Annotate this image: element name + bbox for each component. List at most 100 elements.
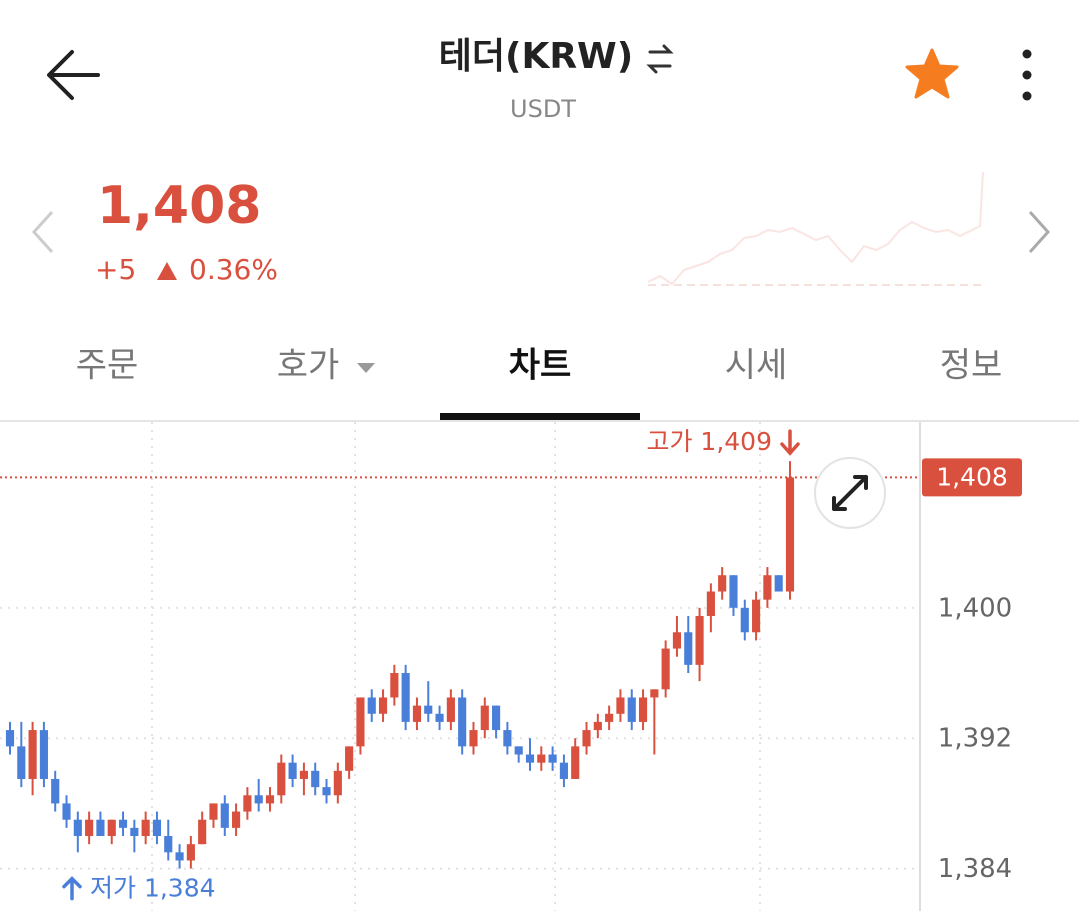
candle-body [412, 705, 422, 722]
high-marker-arrow [780, 429, 800, 456]
low-marker-arrow [62, 876, 82, 901]
next-button[interactable] [1028, 210, 1051, 254]
tab[interactable]: 차트 [509, 346, 572, 386]
tab[interactable]: 시세 [725, 346, 788, 386]
candle-body [401, 673, 410, 722]
back-icon [47, 50, 100, 100]
candle-body [220, 803, 229, 828]
back-button[interactable] [47, 50, 100, 100]
candle-body [232, 811, 241, 828]
candle-body [785, 477, 795, 592]
y-tick-label: 1,392 [938, 724, 1012, 754]
active-tab-underline [440, 413, 640, 420]
candle-body [288, 762, 297, 779]
swap-arrows [646, 44, 674, 74]
candle-body [85, 819, 94, 837]
tab[interactable]: 정보 [940, 346, 1003, 386]
change-rate: 0.36% [189, 253, 278, 286]
sparkline-line [647, 171, 984, 286]
candle-body [141, 819, 150, 837]
last-price-tag [922, 458, 1022, 497]
candle-body [198, 819, 207, 845]
price-change: +5 [95, 253, 136, 286]
candle-body [718, 575, 727, 592]
expand-button[interactable] [814, 457, 886, 529]
candle-body [107, 819, 116, 837]
candle-body [650, 689, 659, 698]
candle-body [525, 754, 535, 763]
candle-body [152, 819, 162, 837]
expand-icon [832, 475, 868, 511]
candle-body [96, 819, 105, 837]
candle-body [469, 730, 478, 747]
last-price-label: 1,408 [936, 462, 1008, 491]
candle-body [672, 632, 682, 649]
swap-icon[interactable] [646, 44, 674, 74]
candle-body [627, 697, 636, 722]
candle-body [695, 615, 704, 665]
candle-body [571, 746, 580, 779]
candle-body [51, 778, 60, 804]
current-price: 1,408 [97, 176, 261, 236]
candle-body [277, 762, 286, 796]
candle-body [435, 713, 444, 722]
more-menu[interactable] [1022, 49, 1032, 101]
prev-button[interactable] [31, 210, 54, 254]
candle-body [299, 770, 308, 779]
tab[interactable]: 호가 [277, 346, 340, 386]
candle-body [774, 575, 783, 592]
y-tick-label: 1,400 [938, 593, 1012, 623]
symbol: USDT [510, 95, 576, 123]
candle-body [752, 599, 761, 633]
candle-body [62, 803, 71, 820]
candle-body [17, 746, 26, 779]
candle-body [661, 648, 670, 690]
low-marker-label: 저가 1,384 [90, 874, 216, 903]
candle-body [548, 754, 557, 763]
candle-body [254, 795, 263, 804]
dot [1022, 70, 1032, 80]
candle-body [763, 575, 772, 600]
favorite-star[interactable] [905, 48, 959, 99]
candle-body [243, 795, 252, 812]
tab[interactable]: 주문 [76, 346, 139, 386]
candle-body [28, 730, 37, 779]
candle-body [322, 787, 331, 796]
candle-body [480, 705, 489, 731]
candle-body [492, 705, 501, 731]
candle-body [503, 730, 512, 747]
candle-body [333, 770, 342, 796]
tab-bar: 주문 호가 차트 시세 정보 [76, 346, 1003, 420]
candle-body [209, 803, 218, 820]
candle-body [740, 607, 749, 633]
candle-body [616, 697, 625, 714]
title: 테더(KRW) [439, 36, 633, 77]
candle-body [73, 819, 82, 837]
candle-body [638, 697, 648, 722]
candle-body [39, 730, 48, 779]
candle-body [582, 730, 591, 747]
candle-body [164, 836, 173, 853]
dropdown-icon [357, 363, 375, 373]
candle-body [378, 697, 388, 714]
candle-body [729, 575, 738, 608]
candle-body [175, 852, 184, 861]
candle-body [605, 713, 614, 722]
candle-body [130, 827, 139, 837]
sparkline [647, 171, 985, 286]
candle-body [446, 697, 455, 722]
candles [0, 461, 920, 869]
candle-body [367, 697, 376, 714]
candle-body [345, 746, 354, 771]
candle-body [684, 632, 693, 665]
candle-body [265, 795, 275, 804]
grid [0, 422, 920, 911]
candle-body [311, 770, 320, 788]
candle-body [706, 591, 715, 616]
candle-body [537, 754, 546, 763]
candle-body [424, 705, 433, 714]
candle-body [593, 721, 602, 731]
dot [1022, 91, 1032, 101]
